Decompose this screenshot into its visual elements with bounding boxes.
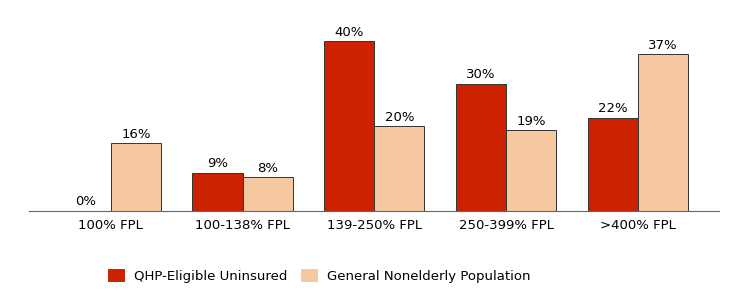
Text: 16%: 16%	[121, 127, 150, 141]
Text: 22%: 22%	[598, 102, 628, 115]
Bar	[242, 177, 293, 211]
Bar	[506, 130, 556, 211]
Bar	[192, 173, 242, 211]
Text: 40%: 40%	[335, 26, 364, 39]
Text: 37%: 37%	[648, 39, 677, 52]
Bar	[111, 143, 161, 211]
Text: 30%: 30%	[466, 68, 496, 81]
Text: 19%: 19%	[517, 115, 546, 128]
Text: 0%: 0%	[76, 195, 96, 208]
Legend: QHP-Eligible Uninsured, General Nonelderly Population: QHP-Eligible Uninsured, General Nonelder…	[103, 264, 536, 288]
Bar	[324, 41, 374, 211]
Text: 20%: 20%	[385, 111, 414, 124]
Text: 8%: 8%	[257, 161, 278, 175]
Bar	[588, 118, 638, 211]
Text: 9%: 9%	[207, 157, 228, 170]
Bar	[456, 84, 506, 211]
Bar	[374, 126, 424, 211]
Bar	[638, 54, 688, 211]
